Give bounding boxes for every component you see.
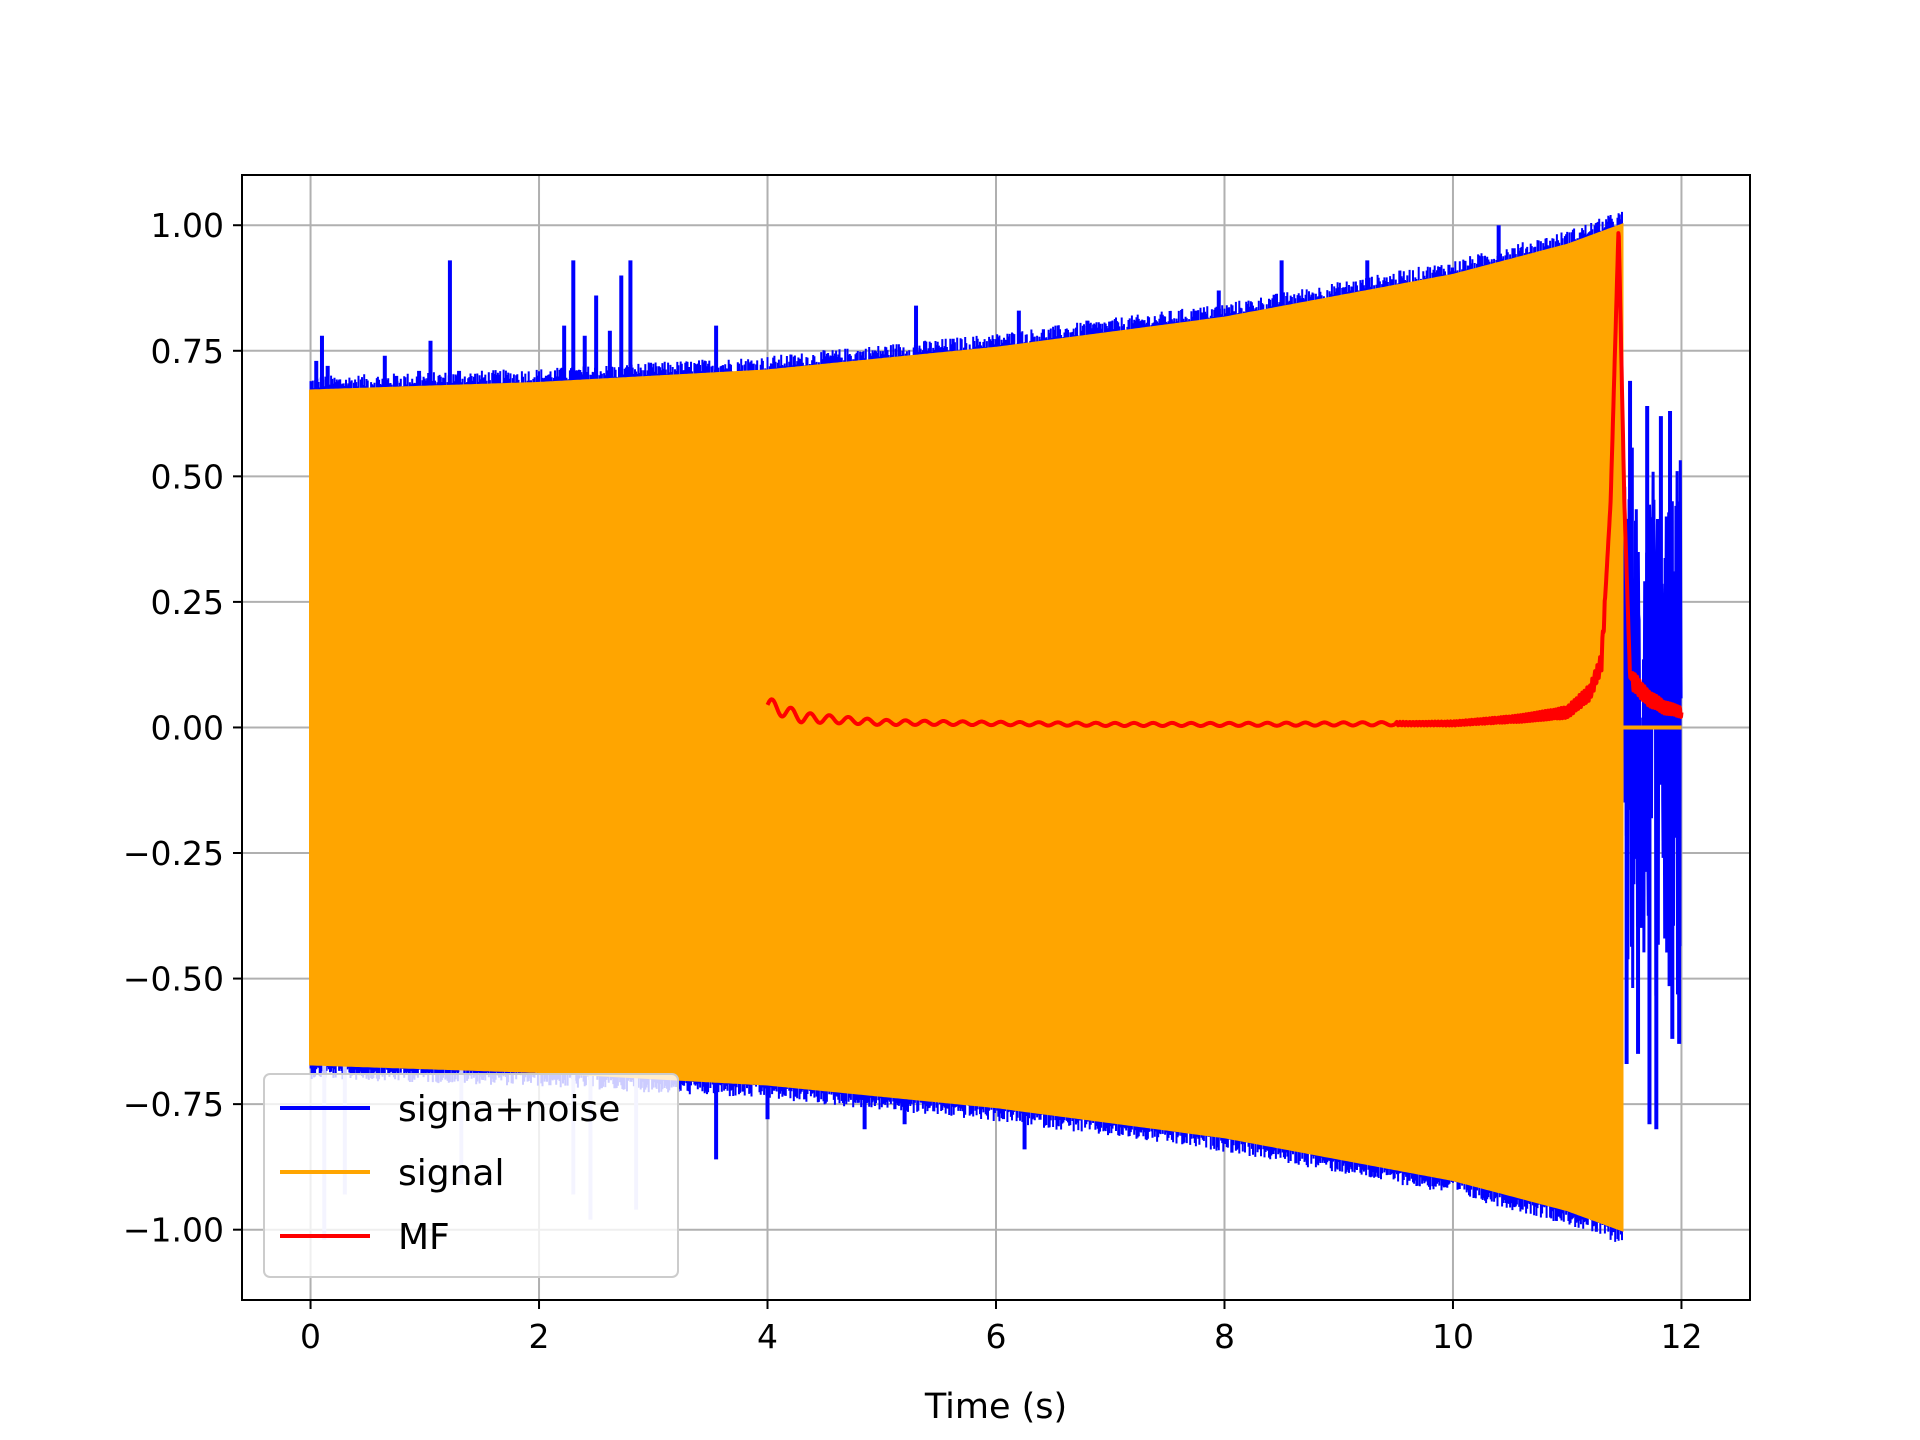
- y-tick-label: 0.50: [151, 457, 224, 496]
- legend: signa+noise signal MF: [263, 1073, 679, 1278]
- y-tick-label: 0.25: [151, 583, 224, 622]
- legend-label-mf: MF: [398, 1217, 450, 1258]
- x-tick-label: 2: [529, 1317, 550, 1356]
- x-tick-label: 4: [757, 1317, 778, 1356]
- x-tick-label: 12: [1660, 1317, 1702, 1356]
- x-tick-label: 6: [986, 1317, 1007, 1356]
- legend-label-signal-noise: signa+noise: [398, 1089, 620, 1130]
- y-tick-label: −0.75: [123, 1085, 224, 1124]
- signal-fill: [309, 222, 1624, 1232]
- legend-box: [263, 1073, 679, 1278]
- axes-ticks: 0 2 4 6 8 10 12 1.00 0.75 0.50 0.25 0.00 −0.25 −0.50 −…: [123, 206, 1703, 1356]
- plot-area: [309, 211, 1684, 1242]
- x-tick-label: 8: [1214, 1317, 1235, 1356]
- x-tick-label: 10: [1432, 1317, 1474, 1356]
- y-tick-label: 0.75: [151, 332, 224, 371]
- y-tick-label: −0.25: [123, 834, 224, 873]
- x-axis-label: Time (s): [924, 1387, 1067, 1427]
- y-tick-label: −1.00: [123, 1211, 224, 1250]
- x-tick-label: 0: [300, 1317, 321, 1356]
- y-tick-label: 1.00: [151, 206, 224, 245]
- legend-label-signal: signal: [398, 1153, 505, 1194]
- y-tick-label: −0.50: [123, 960, 224, 999]
- y-tick-label: 0.00: [151, 708, 224, 747]
- series-mf: [765, 231, 1684, 728]
- mf-line: [765, 231, 1684, 728]
- series-signal: [309, 222, 1682, 1232]
